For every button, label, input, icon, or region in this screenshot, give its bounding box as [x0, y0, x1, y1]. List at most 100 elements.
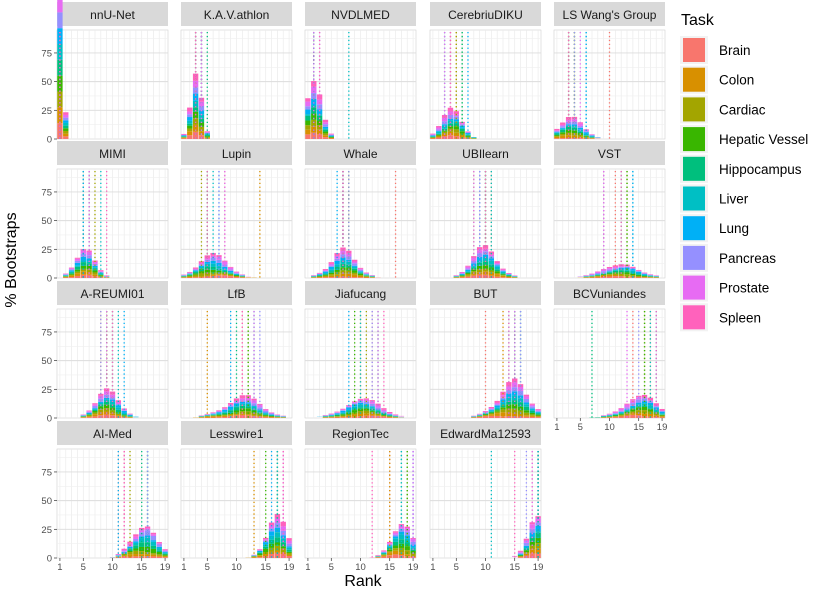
bar-liver-rank-14 [506, 274, 512, 276]
bar-pancreas-rank-4 [74, 260, 81, 263]
bar-cardiac-rank-4 [322, 133, 329, 136]
bar-prostate-rank-9 [351, 261, 358, 264]
bar-lung-rank-17 [150, 540, 157, 542]
bar-hippocampus-rank-9 [227, 410, 234, 413]
facet-lfb: LfB [180, 281, 293, 419]
bar-hepatic-vessel-rank-19 [286, 551, 292, 553]
bar-prostate-rank-4 [322, 122, 329, 125]
bar-colon-rank-11 [488, 414, 495, 416]
bar-hepatic-vessel-rank-14 [630, 273, 636, 276]
bar-spleen-rank-16 [144, 526, 151, 529]
bar-liver-rank-2 [187, 120, 193, 124]
bar-hippocampus-rank-5 [204, 135, 210, 137]
bar-hepatic-vessel-rank-18 [529, 412, 535, 415]
legend-label-pancreas: Pancreas [719, 251, 776, 266]
bar-colon-rank-7 [92, 414, 98, 417]
legend-label-hippocampus: Hippocampus [719, 162, 802, 177]
bar-liver-rank-14 [257, 410, 263, 413]
x-tick-label: 5 [81, 562, 86, 573]
bar-cardiac-rank-7 [465, 136, 471, 138]
facet-jiafucang: Jiafucang [304, 281, 417, 419]
legend-swatch-prostate [683, 275, 705, 300]
bar-lung-rank-11 [363, 403, 370, 405]
bar-pancreas-rank-5 [453, 116, 459, 120]
bar-liver-rank-13 [500, 402, 506, 406]
bar-hepatic-vessel-rank-14 [506, 404, 512, 409]
bar-cardiac-rank-9 [227, 274, 234, 276]
bar-cardiac-rank-14 [257, 414, 263, 417]
bar-lung-rank-4 [447, 118, 454, 121]
bar-prostate-rank-4 [198, 101, 205, 107]
legend-label-liver: Liver [719, 192, 749, 207]
bar-brain-rank-2 [187, 135, 193, 139]
bar-cardiac-rank-13 [500, 409, 506, 413]
bar-colon-rank-9 [227, 415, 234, 417]
x-tick-label: 5 [578, 422, 583, 433]
bar-cardiac-rank-6 [210, 272, 216, 275]
bar-prostate-rank-9 [351, 402, 358, 404]
bar-prostate-rank-16 [517, 551, 524, 553]
bar-pancreas-rank-19 [659, 411, 665, 412]
bar-colon-rank-15 [263, 554, 269, 557]
bar-pancreas-rank-8 [98, 398, 104, 402]
bar-spleen-rank-17 [523, 394, 530, 397]
bar-hippocampus-rank-17 [523, 406, 530, 411]
bar-colon-rank-10 [233, 414, 240, 416]
bar-spleen-rank-15 [636, 395, 642, 398]
bar-lung-rank-2 [187, 273, 193, 275]
bar-colon-rank-8 [595, 276, 601, 278]
bar-prostate-rank-1 [430, 134, 436, 135]
bar-spleen-rank-11 [488, 407, 495, 409]
bar-hepatic-vessel-rank-5 [328, 272, 334, 275]
facet-title: nnU-Net [90, 8, 135, 22]
bar-hepatic-vessel-rank-12 [245, 408, 251, 412]
bar-spleen-rank-13 [624, 403, 630, 405]
bar-liver-rank-16 [517, 398, 524, 403]
bar-liver-rank-9 [227, 272, 234, 274]
y-tick-label: 25 [41, 245, 52, 256]
x-tick-label: 19 [408, 562, 419, 573]
bar-brain-rank-9 [476, 274, 483, 278]
bar-liver-rank-9 [351, 266, 358, 269]
bar-lung-rank-12 [121, 551, 127, 553]
bar-lung-rank-12 [494, 405, 500, 408]
bar-pancreas-rank-17 [523, 542, 530, 546]
bar-hippocampus-rank-11 [363, 407, 370, 409]
bar-colon-rank-11 [612, 416, 619, 418]
bar-liver-rank-4 [571, 126, 578, 128]
bar-prostate-rank-12 [369, 401, 375, 404]
x-tick-label: 5 [205, 562, 210, 573]
bar-pancreas-rank-13 [624, 266, 630, 268]
bar-pancreas-rank-7 [340, 410, 346, 411]
bar-liver-rank-14 [506, 397, 512, 402]
bar-hippocampus-rank-10 [606, 272, 613, 274]
bar-colon-rank-16 [517, 556, 524, 558]
facet-strip [430, 281, 541, 305]
x-tick-label: 1 [554, 422, 559, 433]
bar-brain-rank-2 [63, 136, 69, 139]
bar-brain-rank-13 [500, 277, 506, 278]
bar-liver-rank-3 [192, 100, 199, 108]
bar-cardiac-rank-16 [392, 548, 399, 551]
bar-lung-rank-1 [305, 109, 311, 115]
bar-liver-rank-10 [482, 257, 489, 262]
bar-lung-rank-14 [630, 269, 636, 271]
bar-pancreas-rank-8 [346, 406, 352, 408]
bar-lung-rank-16 [641, 273, 648, 275]
bar-brain-rank-3 [192, 277, 199, 278]
bar-colon-rank-13 [375, 415, 381, 417]
bar-colon-rank-4 [322, 276, 329, 278]
bar-liver-rank-17 [523, 547, 530, 549]
legend: Task Brain Colon Cardiac Hepatic Vessel Hippo… [680, 12, 808, 332]
bar-cardiac-rank-16 [641, 410, 648, 414]
bar-spleen-rank-12 [494, 400, 500, 403]
bar-liver-rank-11 [488, 410, 495, 412]
bar-pancreas-rank-10 [357, 401, 364, 403]
bar-cardiac-rank-8 [98, 409, 104, 413]
bar-pancreas-rank-14 [133, 538, 139, 542]
bar-prostate-rank-16 [392, 532, 399, 535]
bar-spleen-rank-18 [156, 542, 162, 544]
bar-lung-rank-2 [560, 127, 566, 129]
bar-pancreas-rank-3 [565, 121, 572, 125]
